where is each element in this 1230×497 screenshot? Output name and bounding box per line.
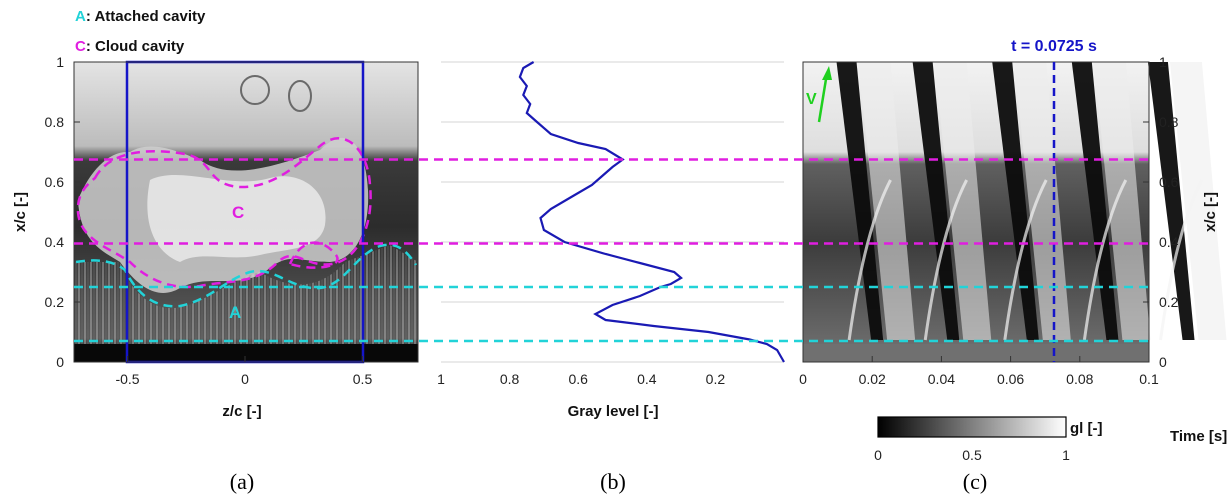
colorbar-tick: 1 (1062, 447, 1070, 463)
colorbar-tick: 0.5 (962, 447, 982, 463)
panel-a-label-attached: A (229, 303, 241, 322)
y-tick-label: 0.8 (45, 114, 65, 130)
panel-a-ylabel: x/c [-] (12, 192, 29, 232)
panel-a-cloud-contour-inner (288, 241, 339, 269)
legend-letter-attached: A (75, 8, 86, 25)
legend-text-attached: : Attached cavity (86, 8, 206, 25)
x-tick-label: 0.8 (500, 371, 520, 387)
panel-c-ylabel: x/c [-] (1202, 192, 1219, 232)
panel-c-caption: (c) (963, 469, 987, 494)
x-tick-label: 0.06 (997, 371, 1024, 387)
dark-streak (1071, 62, 1119, 340)
legend: A: Attached cavity C: Cloud cavity (75, 8, 206, 55)
legend-letter-cloud: C (75, 38, 86, 55)
x-tick-label: 0.02 (859, 371, 886, 387)
x-tick-label: 0.04 (928, 371, 955, 387)
velocity-arrow-icon (817, 66, 832, 123)
x-tick-label: 0.1 (1139, 371, 1159, 387)
panel-b-x-ticks: 1 0.8 0.6 0.4 0.2 (437, 371, 725, 387)
panel-b-caption: (b) (600, 469, 626, 494)
panel-a-x-ticks: -0.5 0 0.5 (115, 356, 372, 387)
colorbar-label: gl [-] (1070, 420, 1102, 437)
y-tick-label: 0.8 (1159, 114, 1179, 130)
y-tick-label: 0.6 (45, 174, 65, 190)
panel-b-xlabel: Gray level [-] (568, 403, 659, 420)
bright-streak (1169, 62, 1227, 340)
panel-c-y-ticks: 0 0.2 0.4 0.6 0.8 1 (1143, 54, 1179, 370)
svg-text:A: Attached cavity: A: Attached cavity (75, 8, 206, 25)
panel-b: 1 0.8 0.6 0.4 0.2 Gray level [-] (b) (437, 61, 785, 494)
panel-b-gray-level-profile (518, 61, 785, 363)
panel-a-cloud-core (147, 175, 326, 262)
panel-c-time-annotation: t = 0.0725 s (1011, 38, 1097, 55)
dark-streak (912, 62, 960, 340)
panel-c-axes-box (802, 61, 1150, 363)
y-tick-label: 1 (56, 54, 64, 70)
shock-curve (923, 179, 968, 341)
panel-a-label-cloud: C (232, 203, 244, 222)
y-tick-label: 0.2 (1159, 294, 1179, 310)
bright-streak (934, 62, 992, 340)
colorbar-tick: 0 (874, 447, 882, 463)
panel-a-dark-band (74, 344, 418, 362)
bright-streak (1014, 62, 1071, 340)
x-tick-label: 0.2 (706, 371, 726, 387)
dark-streak (992, 62, 1039, 340)
panel-b-grid (441, 61, 784, 363)
panel-c-x-ticks: 0 0.02 0.04 0.06 0.08 0.1 (799, 356, 1159, 387)
shock-curve (847, 179, 892, 341)
panel-c-xlabel: Time [s] (1170, 428, 1227, 445)
panel-c-bands (836, 62, 1227, 341)
panel-a-y-ticks: 0 0.2 0.4 0.6 0.8 1 (45, 54, 80, 370)
shock-curve (1082, 179, 1128, 341)
panel-a-attached-region (74, 245, 418, 344)
y-tick-label: 0.2 (45, 294, 65, 310)
panel-a-cloud-contour (76, 137, 372, 289)
dark-streak (836, 62, 884, 340)
y-tick-label: 0.4 (45, 234, 65, 250)
y-tick-label: 0.6 (1159, 174, 1179, 190)
shock-curve (1003, 179, 1048, 341)
panel-a-xlabel: z/c [-] (222, 403, 261, 420)
x-tick-label: 1 (437, 371, 445, 387)
shock-curve (1159, 179, 1204, 341)
colorbar (877, 416, 1067, 438)
x-tick-label: 0.6 (568, 371, 588, 387)
panel-c-bottom-band (803, 344, 1149, 362)
x-tick-label: 0 (241, 371, 249, 387)
panel-a-bubble (288, 80, 312, 112)
y-tick-label: 1 (1159, 54, 1167, 70)
svg-text:C: Cloud cavity: C: Cloud cavity (75, 38, 185, 55)
panel-a-bubble (240, 75, 270, 105)
dark-streak (1147, 62, 1195, 340)
y-tick-label: 0 (1159, 354, 1167, 370)
bright-streak (1093, 62, 1151, 340)
y-tick-label: 0 (56, 354, 64, 370)
legend-text-cloud: : Cloud cavity (86, 38, 185, 55)
x-tick-label: 0.5 (353, 371, 373, 387)
panel-c-velocity-label: V (806, 91, 817, 108)
x-tick-label: 0 (799, 371, 807, 387)
panel-a: C A 0 0.2 0.4 0.6 0.8 1 -0.5 0 0.5 x/c [-] z/c … (12, 54, 419, 494)
panel-c: t = 0.0725 s V 00.20.40.60.81 0 0.02 0.04 0… (799, 38, 1227, 494)
x-tick-label: 0.4 (637, 371, 657, 387)
panel-a-caption: (a) (230, 469, 254, 494)
x-tick-label: 0.08 (1066, 371, 1093, 387)
x-tick-label: -0.5 (115, 371, 139, 387)
y-tick-label: 0.4 (1159, 234, 1179, 250)
panel-a-axes-box (73, 61, 419, 363)
bright-streak (858, 62, 916, 340)
